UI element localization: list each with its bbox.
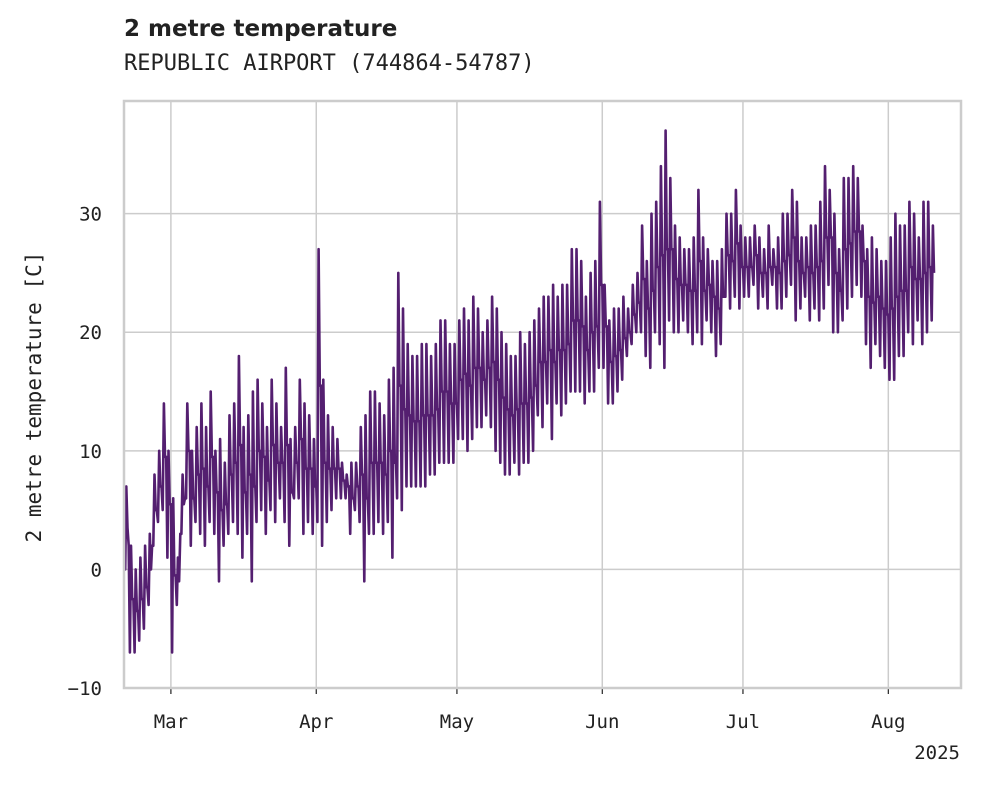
chart-title: 2 metre temperature: [124, 16, 398, 42]
x-tick-label: Apr: [299, 711, 333, 733]
plot-frame: [122, 99, 963, 690]
x-tick-label: Jun: [585, 711, 619, 733]
series-layer: [123, 129, 936, 654]
x-tick-labels: Mar Apr May Jun Jul Aug: [154, 711, 906, 733]
year-label: 2025: [914, 742, 960, 764]
y-axis-label: 2 metre temperature [C]: [22, 252, 46, 543]
y-tick-label: 0: [91, 559, 102, 581]
y-tick-labels: −10 0 10 20 30: [68, 204, 102, 700]
x-tick-label: Aug: [871, 711, 905, 733]
y-tick-label: 20: [79, 322, 102, 344]
y-tick-label: −10: [68, 678, 102, 700]
grid-lines: [124, 101, 961, 694]
x-tick-label: Mar: [154, 711, 188, 733]
temperature-series-line: [123, 129, 936, 654]
chart-subtitle: REPUBLIC AIRPORT (744864-54787): [124, 51, 535, 76]
y-tick-label: 30: [79, 204, 102, 226]
x-tick-label: May: [440, 711, 474, 733]
y-tick-label: 10: [79, 441, 102, 463]
x-tick-label: Jul: [726, 711, 760, 733]
